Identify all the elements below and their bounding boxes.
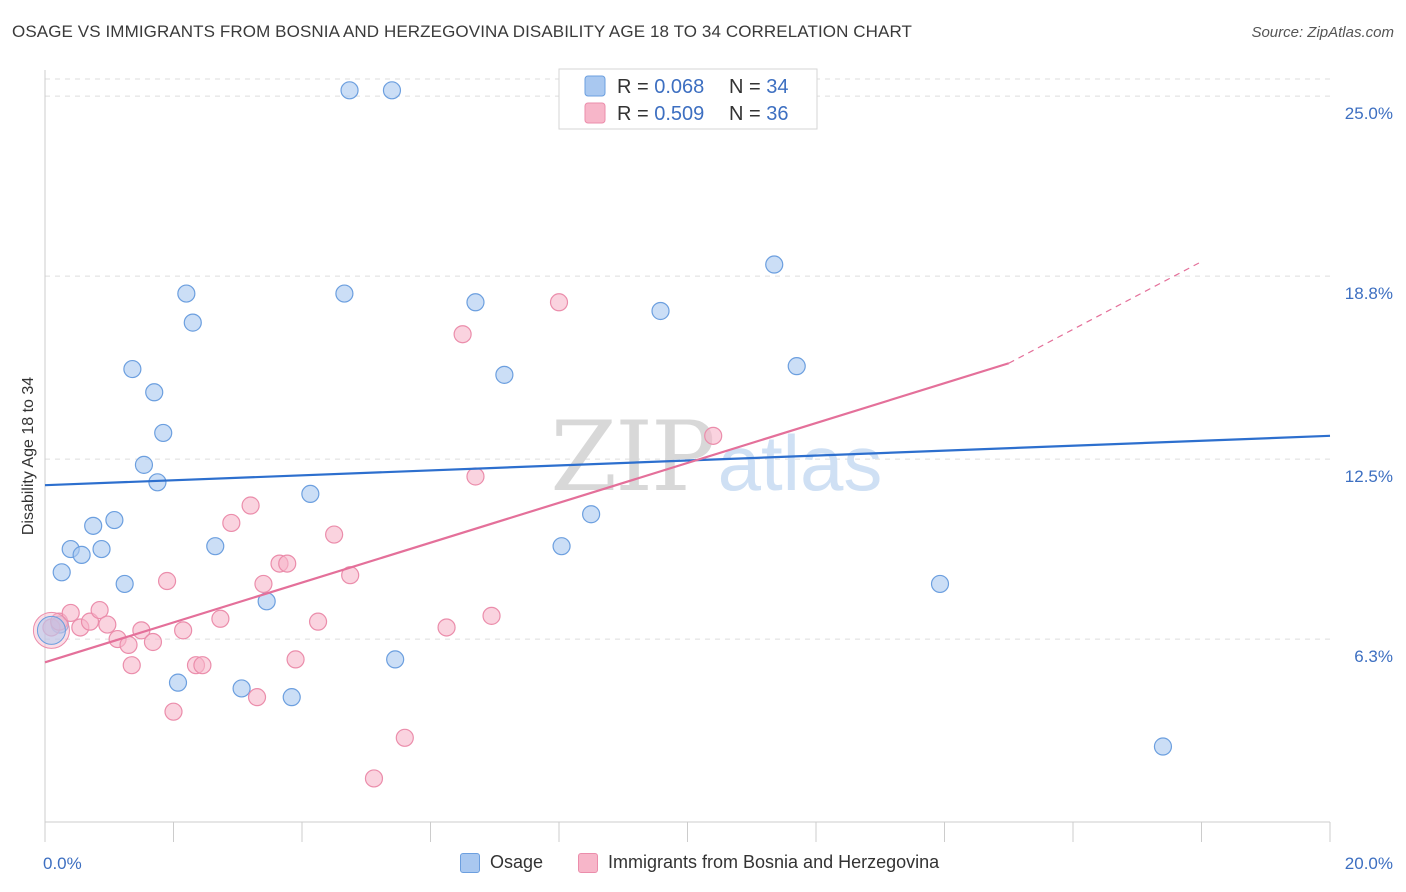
osage-point-23 — [382, 81, 402, 100]
bosnia-point-25 — [308, 612, 328, 631]
osage-point-5 — [92, 539, 111, 559]
bosnia-point-34 — [549, 293, 569, 312]
osage-point-9 — [134, 455, 154, 474]
series-legend-osage: Osage — [460, 852, 543, 873]
bosnia-point-23 — [278, 554, 297, 573]
bosnia-point-16 — [193, 656, 212, 675]
legend-swatch-osage — [584, 75, 606, 97]
osage-point-22 — [340, 81, 359, 100]
osage-point-15 — [183, 313, 202, 332]
bosnia-point-18 — [222, 513, 241, 533]
series-legend: Osage Immigrants from Bosnia and Herzego… — [0, 852, 1406, 878]
bosnia-point-19 — [241, 496, 260, 515]
osage-point-33 — [1153, 737, 1173, 756]
bosnia-label: Immigrants from Bosnia and Herzegovina — [608, 852, 940, 872]
osage-point-1 — [52, 563, 71, 582]
osage-point-28 — [582, 505, 601, 524]
osage-point-13 — [168, 673, 188, 692]
bosnia-point-30 — [437, 618, 456, 637]
data-points — [32, 81, 1173, 788]
osage-point-21 — [335, 284, 354, 303]
legend-swatch-bosnia — [584, 102, 606, 124]
bosnia-point-6 — [98, 615, 117, 634]
bosnia-trend-line — [44, 362, 1010, 664]
y-tick-label-2: 18.8% — [1345, 284, 1393, 303]
bosnia-point-14 — [174, 621, 193, 640]
bosnia-point-2 — [61, 603, 80, 623]
legend-row-bosnia: R = 0.509 — [617, 103, 704, 125]
osage-label: Osage — [490, 852, 544, 872]
bosnia-point-12 — [157, 571, 177, 591]
bosnia-point-17 — [211, 609, 230, 628]
osage-point-16 — [206, 537, 225, 556]
source-credit: Source: ZipAtlas.com — [1251, 24, 1394, 41]
osage-point-25 — [466, 293, 485, 312]
bosnia-point-33 — [482, 606, 501, 625]
y-axis-title: Disability Age 18 to 34 — [20, 377, 37, 535]
osage-point-4 — [84, 516, 103, 535]
bosnia-point-28 — [364, 769, 384, 788]
bosnia-point-31 — [453, 325, 472, 344]
y-tick-label-1: 12.5% — [1345, 467, 1393, 486]
bosnia-swatch — [578, 852, 598, 873]
watermark-atlas: atlas — [718, 419, 883, 507]
osage-point-29 — [651, 301, 670, 321]
osage-point-6 — [105, 510, 124, 530]
bosnia-point-32 — [466, 467, 485, 486]
y-tick-label-0: 6.3% — [1354, 647, 1393, 666]
bosnia-point-29 — [395, 728, 414, 747]
osage-point-10 — [145, 383, 164, 402]
bosnia-point-35 — [704, 426, 723, 445]
osage-point-3 — [72, 545, 91, 564]
x-tick-label-0: 0.0% — [43, 854, 82, 873]
trend-lines — [44, 261, 1331, 664]
tick-labels: 6.3% 12.5% 18.8% 25.0% 0.0% 20.0% — [43, 104, 1393, 873]
bosnia-point-21 — [254, 574, 273, 594]
correlation-legend: R = 0.068 N = 34 R = 0.509 N = 36 — [558, 68, 818, 130]
osage-point-14 — [177, 284, 196, 303]
osage-point-32 — [930, 574, 950, 594]
series-legend-bosnia: Immigrants from Bosnia and Herzegovina — [578, 852, 939, 873]
watermark: ZIP atlas — [550, 401, 882, 513]
axes — [44, 70, 1331, 842]
osage-point-20 — [301, 484, 320, 504]
osage-cluster-point — [36, 615, 66, 645]
osage-point-7 — [115, 574, 134, 594]
osage-point-30 — [765, 255, 784, 274]
bosnia-point-11 — [143, 632, 163, 652]
legend-row-osage: R = 0.068 — [617, 76, 704, 98]
osage-point-17 — [232, 679, 251, 698]
osage-swatch — [460, 852, 480, 873]
osage-point-8 — [123, 359, 142, 379]
bosnia-point-5 — [90, 600, 109, 620]
watermark-zip: ZIP — [550, 401, 713, 513]
bosnia-point-24 — [286, 650, 305, 669]
bosnia-trend-extension — [1008, 261, 1202, 364]
osage-point-31 — [787, 357, 806, 376]
bosnia-point-9 — [122, 656, 141, 675]
osage-point-26 — [495, 365, 514, 384]
chart-title: OSAGE VS IMMIGRANTS FROM BOSNIA AND HERZ… — [12, 22, 913, 41]
bosnia-point-13 — [164, 702, 183, 721]
osage-point-11 — [148, 473, 167, 492]
legend-row-osage-n: N = 34 — [729, 76, 789, 98]
bosnia-point-20 — [247, 688, 267, 707]
osage-point-19 — [282, 688, 301, 707]
grid-lines — [45, 78, 1330, 640]
osage-point-24 — [386, 650, 405, 669]
y-tick-label-3: 25.0% — [1345, 104, 1393, 123]
bosnia-point-4 — [80, 612, 100, 631]
osage-point-12 — [154, 423, 173, 443]
osage-trend-line — [44, 434, 1331, 487]
osage-point-27 — [552, 537, 571, 556]
bosnia-point-26 — [325, 525, 344, 544]
legend-row-bosnia-n: N = 36 — [729, 103, 789, 125]
x-tick-label-1: 20.0% — [1345, 854, 1393, 873]
